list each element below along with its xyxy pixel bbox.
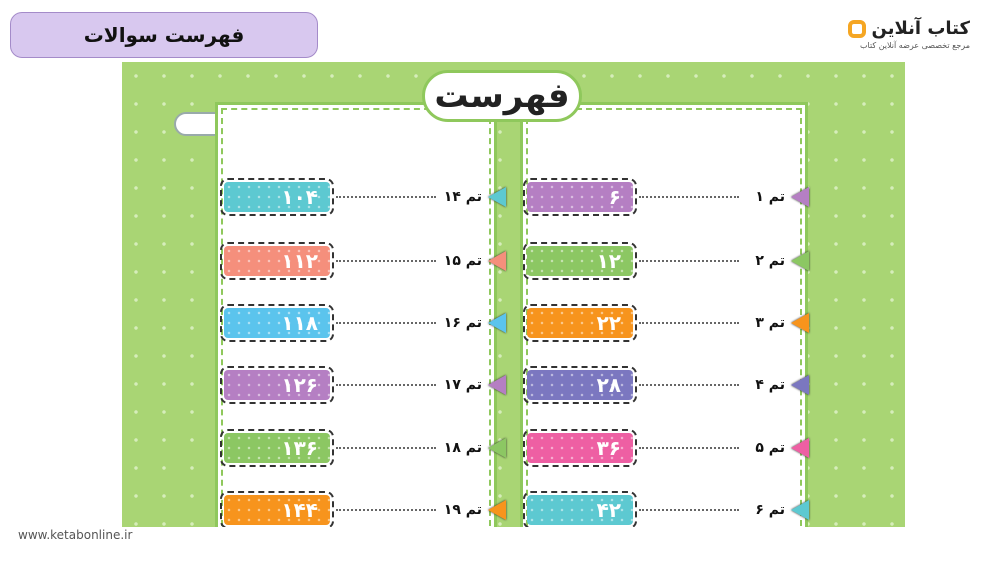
page-badge: ۱۱۲ [220,242,334,280]
item-label: تم ۴ [755,377,785,393]
triangle-icon [488,313,506,333]
toc-item[interactable]: ۴۲ تم ۶ [523,491,809,527]
toc-item[interactable]: ۱۱۲ تم ۱۵ [220,242,506,280]
toc-item[interactable]: ۱۰۴ تم ۱۴ [220,178,506,216]
triangle-icon [488,438,506,458]
toc-item[interactable]: ۱۲۶ تم ۱۷ [220,366,506,404]
dotted-leader [336,260,436,262]
dotted-leader [336,384,436,386]
triangle-icon [791,500,809,520]
item-label: تم ۱۶ [443,315,482,331]
toc-item[interactable]: ۳۶ تم ۵ [523,429,809,467]
page-badge: ۲۲ [523,304,637,342]
page-badge: ۱۴۴ [220,491,334,527]
toc-item[interactable]: ۱۳۶ تم ۱۸ [220,429,506,467]
item-label: تم ۱۹ [443,502,482,518]
triangle-icon [791,438,809,458]
item-label: تم ۳ [755,315,785,331]
triangle-icon [791,187,809,207]
triangle-icon [791,251,809,271]
dotted-leader [336,196,436,198]
triangle-icon [791,375,809,395]
item-label: تم ۶ [755,502,785,518]
triangle-icon [791,313,809,333]
page-badge: ۱۰۴ [220,178,334,216]
item-label: تم ۵ [755,440,785,456]
page-badge: ۱۲۶ [220,366,334,404]
toc-title: فهرست [422,70,582,122]
toc-item[interactable]: ۱۱۸ تم ۱۶ [220,304,506,342]
toc-item[interactable]: ۲۸ تم ۴ [523,366,809,404]
toc-panel: فهرست ۶ تم ۱ ۱۲ تم ۲ ۲۲ تم ۳ ۲۸ تم ۴ ۳۶ تم ۵ ۴۲ تم … [122,62,905,527]
triangle-icon [488,251,506,271]
logo-tagline: مرجع تخصصی عرضه آنلاین کتاب [859,41,970,50]
item-label: تم ۲ [755,253,785,269]
logo-name: کتاب آنلاین [871,18,970,39]
item-label: تم ۱۴ [443,189,482,205]
page-badge: ۴۲ [523,491,637,527]
item-label: تم ۱۷ [443,377,482,393]
item-label: تم ۱۸ [443,440,482,456]
dotted-leader [639,509,739,511]
page-badge: ۶ [523,178,637,216]
dotted-leader [639,384,739,386]
triangle-icon [488,500,506,520]
footer-url[interactable]: www.ketabonline.ir [18,528,133,542]
toc-item[interactable]: ۱۴۴ تم ۱۹ [220,491,506,527]
page-badge: ۱۳۶ [220,429,334,467]
dotted-leader [639,260,739,262]
dotted-leader [639,322,739,324]
logo: کتاب آنلاین مرجع تخصصی عرضه آنلاین کتاب [847,18,970,50]
item-label: تم ۱ [755,189,785,205]
slide-title: فهرست سوالات [10,12,318,58]
page-badge: ۳۶ [523,429,637,467]
toc-item[interactable]: ۶ تم ۱ [523,178,809,216]
dotted-leader [336,509,436,511]
dotted-leader [639,196,739,198]
page-badge: ۱۲ [523,242,637,280]
dotted-leader [336,322,436,324]
item-label: تم ۱۵ [443,253,482,269]
dotted-leader [336,447,436,449]
toc-item[interactable]: ۱۲ تم ۲ [523,242,809,280]
dotted-leader [639,447,739,449]
page-badge: ۲۸ [523,366,637,404]
page-badge: ۱۱۸ [220,304,334,342]
logo-icon [847,19,866,38]
triangle-icon [488,375,506,395]
triangle-icon [488,187,506,207]
toc-item[interactable]: ۲۲ تم ۳ [523,304,809,342]
